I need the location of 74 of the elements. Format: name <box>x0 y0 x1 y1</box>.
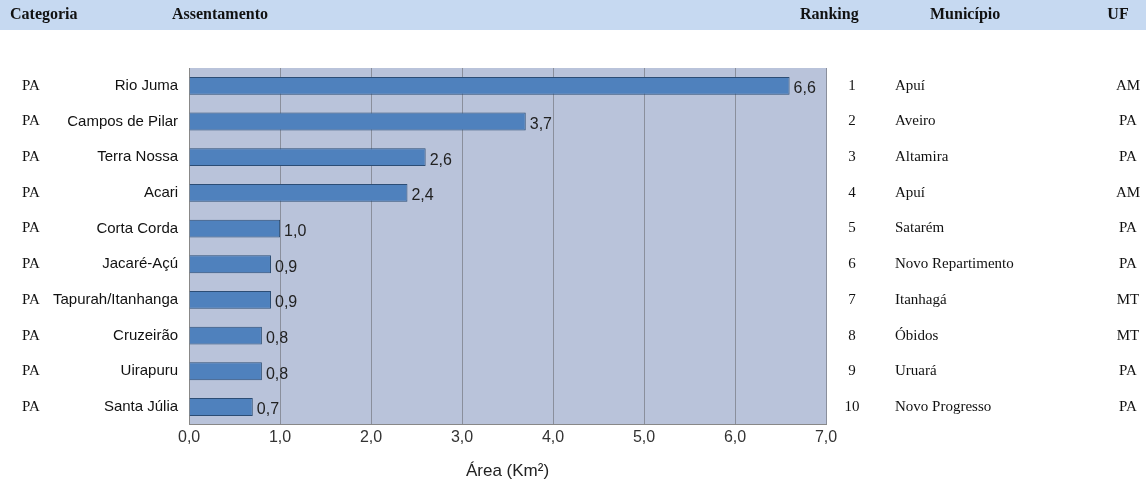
text: 6 <box>848 255 857 272</box>
data-label: 6,6 <box>793 79 816 97</box>
data-label: 0,7 <box>256 400 280 418</box>
text: Itanhagá <box>895 290 947 307</box>
y-tick-label: Jacaré-Açú <box>102 254 179 272</box>
text: 8 <box>848 326 856 343</box>
data-label: 0,9 <box>274 293 298 311</box>
text: Categoria <box>10 5 78 24</box>
text: Satarém <box>895 219 945 236</box>
data-label: 3,7 <box>529 114 553 132</box>
text: 2 <box>848 112 856 129</box>
y-tick-label: Uirapuru <box>120 361 179 379</box>
text: Altamira <box>895 148 949 165</box>
text: PA <box>22 397 40 414</box>
y-tick-label: Tapurah/Itanhanga <box>53 290 179 308</box>
x-tick-label: 0,0 <box>177 427 201 445</box>
text: Apuí <box>895 76 925 93</box>
text: PA <box>22 219 40 236</box>
data-label: 2,4 <box>411 186 434 204</box>
text: Ranking <box>800 5 859 24</box>
text: Uruará <box>895 362 937 379</box>
data-label: 0,9 <box>274 257 298 275</box>
text: PA <box>1119 397 1138 414</box>
text: 10 <box>844 397 860 414</box>
text: 3 <box>848 148 856 165</box>
y-tick-label: Rio Juma <box>114 75 179 93</box>
text: 9 <box>848 362 856 379</box>
text: PA <box>22 290 40 307</box>
text: PA <box>1119 362 1138 379</box>
text: PA <box>1119 148 1138 165</box>
text: MT <box>1116 326 1140 343</box>
text: Novo Progresso <box>895 397 992 414</box>
y-tick-label: Corta Corda <box>96 218 179 236</box>
x-tick-label: 2,0 <box>359 427 383 445</box>
x-tick-label: 1,0 <box>268 427 292 445</box>
text: 1 <box>848 76 856 93</box>
text: 4 <box>848 183 857 200</box>
text: MT <box>1116 290 1140 307</box>
text: PA <box>22 183 40 200</box>
text: PA <box>1119 112 1138 129</box>
text: 5 <box>848 219 856 236</box>
data-label: 0,8 <box>265 329 289 347</box>
text: PA <box>22 112 40 129</box>
text: Óbidos <box>895 326 939 343</box>
text: PA <box>22 326 40 343</box>
text: PA <box>22 362 40 379</box>
x-tick-label: 4,0 <box>541 427 565 445</box>
y-tick-label: Acari <box>143 183 179 201</box>
x-tick-label: 5,0 <box>632 427 656 445</box>
y-tick-label: Terra Nossa <box>97 147 179 165</box>
y-tick-label: Campos de Pilar <box>67 111 179 129</box>
text: PA <box>22 255 40 272</box>
data-label: 1,0 <box>284 221 307 239</box>
text: Novo Repartimento <box>895 255 1014 272</box>
y-axis-title: Assentamento <box>172 5 268 23</box>
text: PA <box>22 76 40 93</box>
text: Aveiro <box>895 112 936 129</box>
x-tick-label: 3,0 <box>450 427 474 445</box>
data-label: 2,6 <box>429 150 453 168</box>
x-axis-title: Área (Km²) <box>465 461 550 480</box>
text: 7 <box>848 290 857 307</box>
text: PA <box>22 148 40 165</box>
text: PA <box>1119 255 1138 272</box>
x-tick-label: 7,0 <box>814 427 838 445</box>
text: Município <box>930 5 1001 24</box>
y-tick-label: Santa Júlia <box>103 397 179 415</box>
text: UF <box>1107 5 1129 23</box>
text: PA <box>1119 219 1138 236</box>
text: AM <box>1115 183 1141 200</box>
y-tick-label: Cruzeirão <box>113 325 179 343</box>
data-label: 0,8 <box>265 364 289 382</box>
x-tick-label: 6,0 <box>723 427 747 445</box>
text: AM <box>1115 76 1141 93</box>
text: Apuí <box>895 183 925 200</box>
